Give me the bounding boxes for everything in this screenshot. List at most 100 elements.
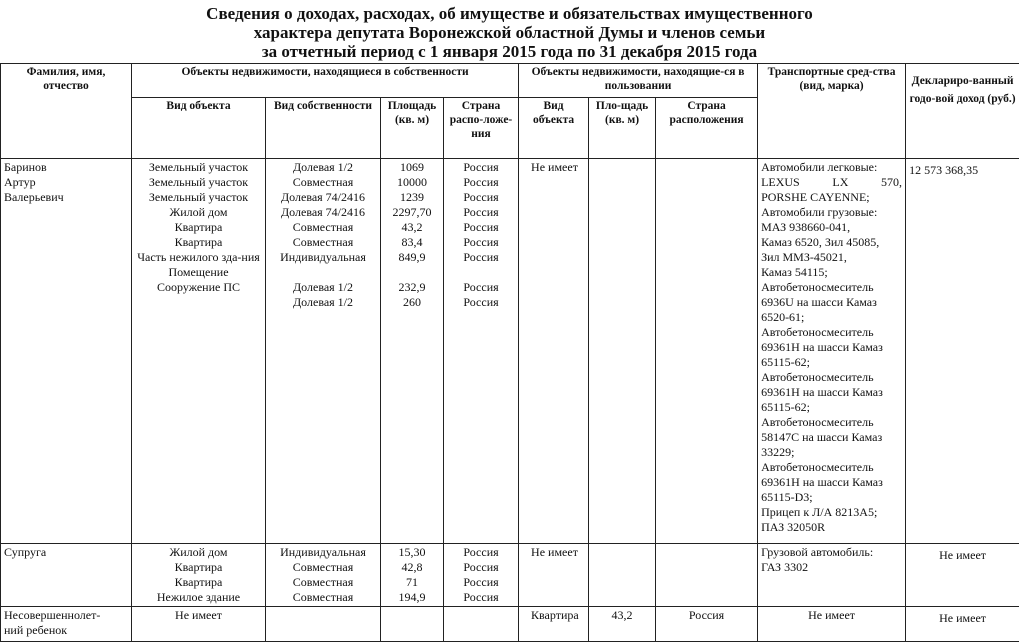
cell-line: Сооружение ПС (135, 280, 262, 295)
used-area (589, 544, 656, 607)
declaration-table: Фамилия, имя, отчество Объекты недвижимо… (0, 63, 1019, 642)
cell-line: Автобетоносмеситель (761, 415, 902, 430)
cell-line: 83,4 (384, 235, 440, 250)
cell-line: Жилой дом (135, 205, 262, 220)
cell-line: Совместная (269, 590, 377, 605)
cell-line: Несовершеннолет- (4, 608, 128, 623)
header-owned-country: Страна распо-ложе-ния (444, 98, 519, 159)
cell-line: Квартира (135, 235, 262, 250)
cell-line: Россия (447, 205, 515, 220)
cell-line: 1239 (384, 190, 440, 205)
cell-line: 849,9 (384, 250, 440, 265)
header-owned-type: Вид объекта (132, 98, 266, 159)
used-country (656, 159, 758, 544)
used-country: Россия (656, 607, 758, 642)
transport: Не имеет (758, 607, 906, 642)
cell-line: 65115-D3; (761, 490, 902, 505)
transport: Автомобили легковые:LEXUS LX 570,PORSHE … (758, 159, 906, 544)
cell-line: Индивидуальная (269, 250, 377, 265)
header-used-country: Страна расположения (656, 98, 758, 159)
person-name: Несовершеннолет-ний ребенок (1, 607, 132, 642)
used-type: Не имеет (519, 159, 589, 544)
cell-line: Не имеет (135, 608, 262, 623)
cell-line: Совместная (269, 560, 377, 575)
cell-line: Автобетоносмеситель (761, 280, 902, 295)
cell-line: Долевая 74/2416 (269, 205, 377, 220)
cell-line: Автомобили грузовые: (761, 205, 902, 220)
cell-line: Земельный участок (135, 175, 262, 190)
cell-line: ПАЗ 32050R (761, 520, 902, 535)
used-area (589, 159, 656, 544)
cell-line: Супруга (4, 545, 128, 560)
cell-line: 6520-61; (761, 310, 902, 325)
header-owned-ownership: Вид собственности (266, 98, 381, 159)
cell-line: Квартира (135, 575, 262, 590)
header-transport: Транспортные сред-ства (вид, марка) (758, 64, 906, 159)
owned-ownership (266, 607, 381, 642)
cell-line: 33229; (761, 445, 902, 460)
cell-line: LEXUS LX 570, (761, 175, 902, 190)
cell-line: МАЗ 938660-041, (761, 220, 902, 235)
cell-line: Россия (447, 280, 515, 295)
cell-line: Россия (447, 545, 515, 560)
used-country (656, 544, 758, 607)
cell-line: PORSHE CAYENNE; (761, 190, 902, 205)
cell-line: Автобетоносмеситель (761, 325, 902, 340)
cell-line: 6936U на шасси Камаз (761, 295, 902, 310)
cell-line: Россия (447, 175, 515, 190)
header-used-area: Пло-щадь (кв. м) (589, 98, 656, 159)
cell-line: 1069 (384, 160, 440, 175)
cell-line: Зил ММЗ-45021, (761, 250, 902, 265)
cell-line: Валерьевич (4, 190, 128, 205)
income: Не имеет (906, 544, 1019, 607)
cell-line: Не имеет (761, 608, 902, 623)
cell-line: Грузовой автомобиль: (761, 545, 902, 560)
cell-line: Долевая 1/2 (269, 295, 377, 310)
cell-line: Жилой дом (135, 545, 262, 560)
cell-line: Камаз 6520, Зил 45085, (761, 235, 902, 250)
owned-area (381, 607, 444, 642)
cell-line: Артур (4, 175, 128, 190)
cell-line: 194,9 (384, 590, 440, 605)
used-type: Не имеет (519, 544, 589, 607)
cell-line: Россия (447, 235, 515, 250)
cell-line: 65115-62; (761, 355, 902, 370)
cell-line: Автомобили легковые: (761, 160, 902, 175)
cell-line: Помещение (135, 265, 262, 280)
cell-line: Россия (447, 590, 515, 605)
cell-line: ний ребенок (4, 623, 128, 638)
income: 12 573 368,35 (906, 159, 1019, 544)
cell-line: 69361H на шасси Камаз (761, 340, 902, 355)
cell-line: Россия (447, 575, 515, 590)
cell-line: 2297,70 (384, 205, 440, 220)
cell-line: Россия (447, 220, 515, 235)
cell-line: Совместная (269, 235, 377, 250)
document-title: Сведения о доходах, расходах, об имущест… (0, 4, 1019, 61)
header-used-type: Вид объекта (519, 98, 589, 159)
cell-line: Совместная (269, 175, 377, 190)
header-owned-area: Площадь (кв. м) (381, 98, 444, 159)
cell-line: Россия (447, 560, 515, 575)
cell-line: Долевая 1/2 (269, 280, 377, 295)
cell-line: Земельный участок (135, 190, 262, 205)
cell-line: Россия (447, 190, 515, 205)
cell-line: Долевая 1/2 (269, 160, 377, 175)
used-area: 43,2 (589, 607, 656, 642)
header-name: Фамилия, имя, отчество (1, 64, 132, 159)
used-type: Квартира (519, 607, 589, 642)
person-name: Супруга (1, 544, 132, 607)
cell-line: Долевая 74/2416 (269, 190, 377, 205)
cell-line: Россия (447, 295, 515, 310)
cell-line: 260 (384, 295, 440, 310)
cell-line: ГАЗ 3302 (761, 560, 902, 575)
cell-line: Россия (447, 160, 515, 175)
